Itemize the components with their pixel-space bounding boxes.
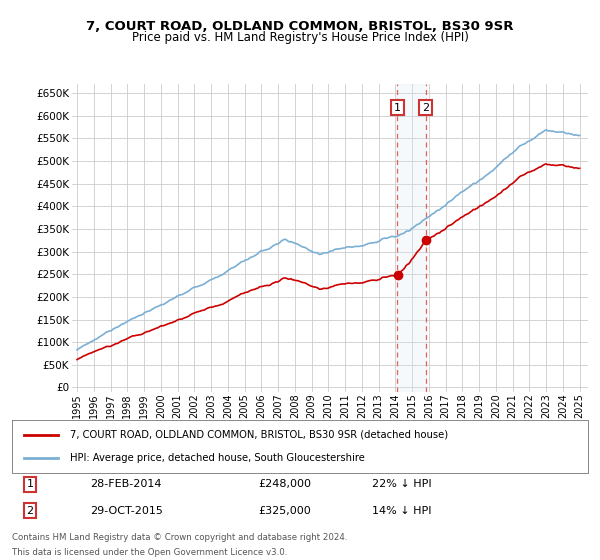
Text: Price paid vs. HM Land Registry's House Price Index (HPI): Price paid vs. HM Land Registry's House …	[131, 31, 469, 44]
Text: 7, COURT ROAD, OLDLAND COMMON, BRISTOL, BS30 9SR (detached house): 7, COURT ROAD, OLDLAND COMMON, BRISTOL, …	[70, 430, 448, 440]
Text: 7, COURT ROAD, OLDLAND COMMON, BRISTOL, BS30 9SR: 7, COURT ROAD, OLDLAND COMMON, BRISTOL, …	[86, 20, 514, 32]
Text: 1: 1	[394, 102, 401, 113]
Text: 1: 1	[26, 479, 34, 489]
Text: 2: 2	[26, 506, 34, 516]
Text: 28-FEB-2014: 28-FEB-2014	[90, 479, 161, 489]
Text: £248,000: £248,000	[258, 479, 311, 489]
Text: 2: 2	[422, 102, 429, 113]
Text: HPI: Average price, detached house, South Gloucestershire: HPI: Average price, detached house, Sout…	[70, 453, 364, 463]
Text: 22% ↓ HPI: 22% ↓ HPI	[372, 479, 431, 489]
Text: 14% ↓ HPI: 14% ↓ HPI	[372, 506, 431, 516]
Text: Contains HM Land Registry data © Crown copyright and database right 2024.: Contains HM Land Registry data © Crown c…	[12, 533, 347, 542]
Text: £325,000: £325,000	[258, 506, 311, 516]
Text: 29-OCT-2015: 29-OCT-2015	[90, 506, 163, 516]
Text: This data is licensed under the Open Government Licence v3.0.: This data is licensed under the Open Gov…	[12, 548, 287, 557]
Bar	[397, 84, 426, 392]
